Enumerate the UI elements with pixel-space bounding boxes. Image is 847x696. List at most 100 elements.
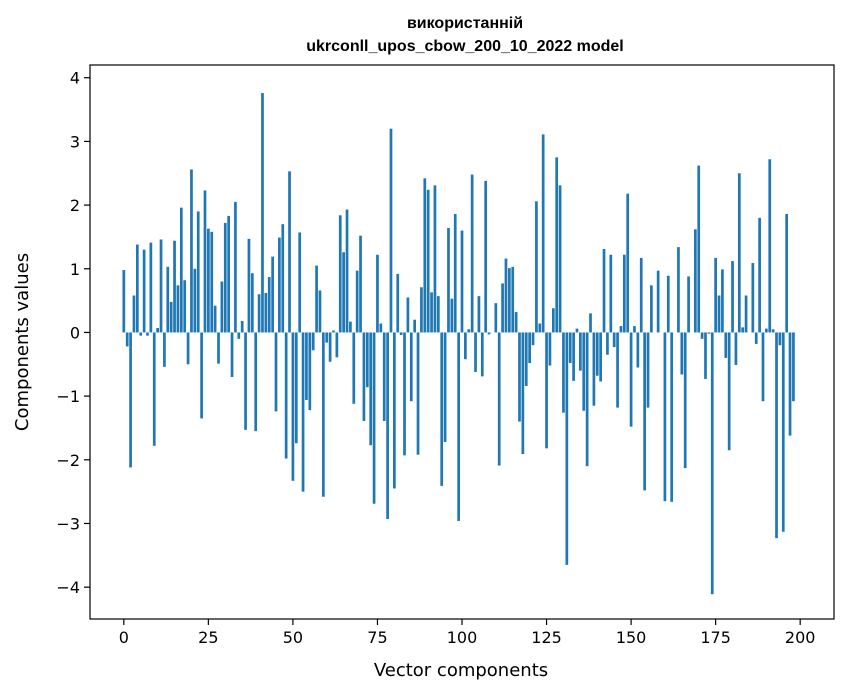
bar-8 [149, 242, 153, 333]
bar-55 [308, 332, 312, 411]
bar-186 [751, 263, 755, 333]
x-tick-label-75: 75 [367, 628, 387, 647]
bar-9 [152, 332, 156, 446]
bar-164 [677, 247, 680, 333]
bar-198 [792, 332, 795, 402]
chart-title-line-2: ukrconll_upos_cbow_200_10_2022 model [306, 38, 623, 55]
bar-181 [734, 332, 738, 365]
bar-143 [606, 332, 609, 355]
bar-154 [643, 332, 646, 491]
y-tick-label-6: 2 [70, 196, 80, 215]
bar-51 [294, 332, 298, 444]
bar-118 [521, 332, 525, 455]
bar-32 [230, 332, 234, 378]
bar-22 [196, 211, 200, 333]
bar-30 [223, 222, 227, 333]
x-tick-label-50: 50 [283, 628, 303, 647]
bar-74 [372, 332, 376, 504]
bar-2 [129, 332, 132, 468]
y-tick-label-4: 0 [70, 323, 80, 342]
bar-100 [460, 230, 464, 333]
bar-15 [173, 240, 176, 333]
bar-110 [494, 303, 498, 333]
bar-23 [200, 332, 203, 419]
bar-7 [146, 332, 149, 336]
bar-173 [707, 332, 711, 334]
bar-197 [788, 332, 792, 436]
bar-195 [781, 332, 785, 532]
bar-64 [338, 215, 342, 333]
bar-167 [687, 276, 690, 333]
bar-53 [301, 332, 305, 492]
bar-73 [369, 332, 373, 446]
y-tick-label-8: 4 [70, 69, 80, 88]
bar-141 [599, 332, 603, 382]
bar-125 [545, 332, 548, 449]
bar-33 [234, 201, 237, 333]
bar-91 [430, 292, 433, 333]
bar-70 [359, 235, 362, 333]
bar-169 [693, 229, 697, 333]
y-tick-label-0: −4 [56, 578, 80, 597]
bar-136 [582, 332, 586, 411]
bar-86 [413, 319, 417, 333]
bar-93 [436, 296, 440, 333]
bar-84 [406, 297, 410, 333]
bar-128 [555, 157, 559, 333]
bar-12 [163, 332, 166, 367]
bar-155 [646, 332, 650, 408]
bar-156 [650, 285, 653, 333]
bar-180 [731, 261, 734, 333]
bar-44 [271, 256, 274, 333]
bar-67 [349, 321, 352, 333]
bar-158 [656, 270, 660, 333]
bar-81 [396, 273, 400, 333]
bar-59 [321, 332, 325, 497]
bar-106 [480, 332, 484, 377]
bar-191 [768, 159, 772, 333]
bar-3 [132, 295, 136, 333]
bar-184 [744, 295, 748, 333]
bar-101 [464, 332, 467, 360]
bar-196 [785, 214, 789, 333]
bar-165 [680, 332, 684, 375]
bar-13 [166, 266, 170, 333]
bar-18 [183, 280, 187, 333]
bar-172 [704, 332, 707, 379]
chart-title-line-1: використанній [407, 15, 523, 32]
bar-61 [328, 332, 332, 362]
bar-104 [474, 332, 477, 372]
bar-88 [420, 287, 423, 333]
bar-147 [619, 326, 623, 333]
bar-153 [639, 257, 643, 333]
bar-122 [535, 201, 538, 333]
bar-11 [159, 239, 163, 333]
bar-75 [376, 254, 379, 333]
bar-87 [416, 332, 420, 455]
bar-68 [352, 332, 356, 404]
bar-38 [250, 273, 254, 333]
bar-116 [514, 312, 518, 333]
bar-34 [237, 332, 241, 339]
x-axis-label: Vector components [374, 660, 548, 681]
bar-187 [754, 332, 758, 344]
bars-group [122, 93, 795, 595]
bar-139 [592, 332, 596, 406]
bar-119 [524, 332, 528, 386]
bar-16 [176, 285, 180, 333]
bar-41 [261, 93, 264, 333]
bar-183 [741, 327, 745, 333]
bar-24 [203, 190, 207, 333]
bar-83 [403, 332, 406, 456]
y-tick-label-2: −2 [56, 451, 80, 470]
bar-148 [622, 254, 626, 333]
bar-66 [345, 209, 349, 333]
bar-192 [771, 329, 775, 333]
bar-179 [727, 332, 731, 451]
bar-130 [562, 332, 565, 413]
bar-95 [443, 332, 447, 442]
bar-31 [227, 215, 231, 333]
x-tick-label-100: 100 [447, 628, 478, 647]
bar-166 [683, 332, 687, 469]
bar-102 [467, 329, 471, 333]
